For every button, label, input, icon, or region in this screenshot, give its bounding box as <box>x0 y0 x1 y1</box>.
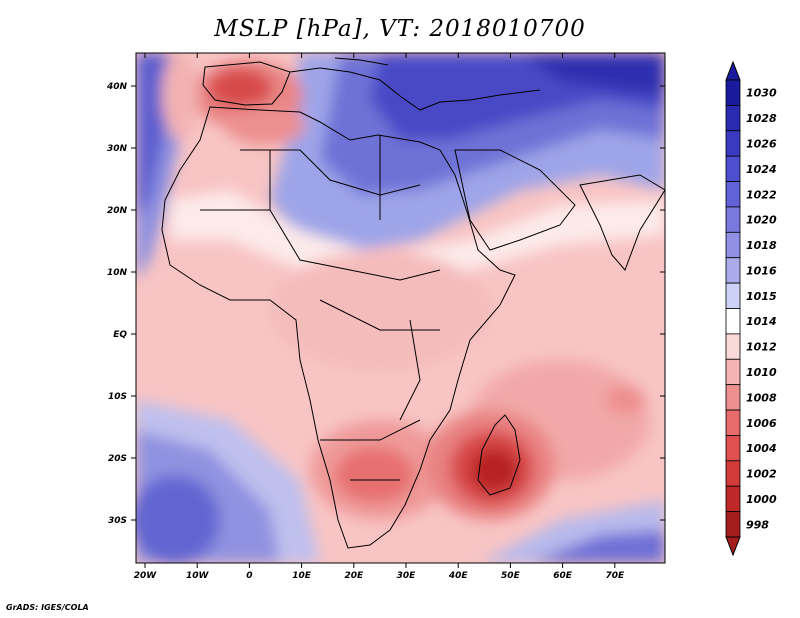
coastlines <box>161 57 665 549</box>
colorbar-swatch <box>725 511 741 538</box>
colorbar-swatch <box>725 358 741 386</box>
lat-label: 20S <box>108 454 127 464</box>
colorbar-label: 1030 <box>746 87 777 100</box>
colorbar-top-arrow <box>725 60 741 81</box>
colorbar-swatch <box>725 485 741 513</box>
colorbar-bottom-arrow <box>725 536 741 557</box>
colorbar-label: 1006 <box>746 417 777 430</box>
colorbar-swatch <box>725 460 741 487</box>
colorbar-label: 1024 <box>746 163 777 176</box>
map-frame <box>135 52 666 564</box>
colorbar: 1030 1028 1026 1024 1022 1020 1018 1016 1015 1014… <box>725 60 777 557</box>
lon-label: 0 <box>246 571 252 581</box>
colorbar-label: 998 <box>746 518 769 531</box>
pressure-field <box>136 53 665 563</box>
colorbar-swatch <box>725 104 741 132</box>
colorbar-label: 1015 <box>746 290 777 303</box>
lon-label: 50E <box>501 571 521 581</box>
colorbar-swatch <box>725 231 741 259</box>
colorbar-swatch <box>725 257 741 284</box>
colorbar-swatch <box>725 282 741 309</box>
colorbar-swatch <box>725 206 741 233</box>
colorbar-label: 1026 <box>746 137 777 150</box>
colorbar-swatch <box>725 181 741 208</box>
colorbar-swatch <box>725 308 741 335</box>
lat-label: 30S <box>108 516 127 526</box>
colorbar-label: 1016 <box>746 264 777 277</box>
lat-label: 40N <box>106 82 128 92</box>
lon-label: 40E <box>448 571 469 581</box>
colorbar-swatch <box>725 409 741 436</box>
lon-label: 30E <box>397 571 417 581</box>
colorbar-swatch <box>725 155 741 182</box>
lon-label: 20E <box>344 571 364 581</box>
lon-label: 60E <box>553 571 573 581</box>
colorbar-swatch <box>725 130 741 157</box>
colorbar-label: 1000 <box>746 493 777 506</box>
colorbar-label: 1010 <box>746 366 777 379</box>
colorbar-label: 1002 <box>746 468 777 481</box>
latitude-axis: 40N 30N 20N 10N EQ 10S 20S 30S <box>106 82 665 526</box>
colorbar-label: 1028 <box>746 112 777 125</box>
credit-text: GrADS: IGES/COLA <box>6 603 89 612</box>
chart-title: MSLP [hPa], VT: 2018010700 <box>214 16 586 42</box>
colorbar-swatch <box>725 333 741 360</box>
colorbar-label: 1004 <box>746 442 777 455</box>
lon-label: 70E <box>605 571 625 581</box>
colorbar-label: 1012 <box>746 341 777 354</box>
lat-label: 10N <box>107 268 128 278</box>
lon-label: 10E <box>292 571 312 581</box>
colorbar-swatch <box>725 435 741 462</box>
colorbar-swatch <box>725 384 741 411</box>
lat-label: 10S <box>108 392 127 402</box>
colorbar-label: 1014 <box>746 315 777 328</box>
lon-label: 10W <box>186 571 210 581</box>
colorbar-label: 1022 <box>746 188 777 201</box>
colorbar-label: 1020 <box>746 214 777 227</box>
lat-label: 20N <box>107 206 128 216</box>
colorbar-label: 1008 <box>746 391 777 404</box>
colorbar-swatch <box>725 79 741 106</box>
lat-label: 30N <box>107 144 128 154</box>
colorbar-label: 1018 <box>746 239 777 252</box>
lat-label: EQ <box>113 330 127 340</box>
longitude-axis: 20W 10W 0 10E 20E 30E 40E 50E 60E 70E <box>134 53 625 581</box>
lon-label: 20W <box>134 571 158 581</box>
